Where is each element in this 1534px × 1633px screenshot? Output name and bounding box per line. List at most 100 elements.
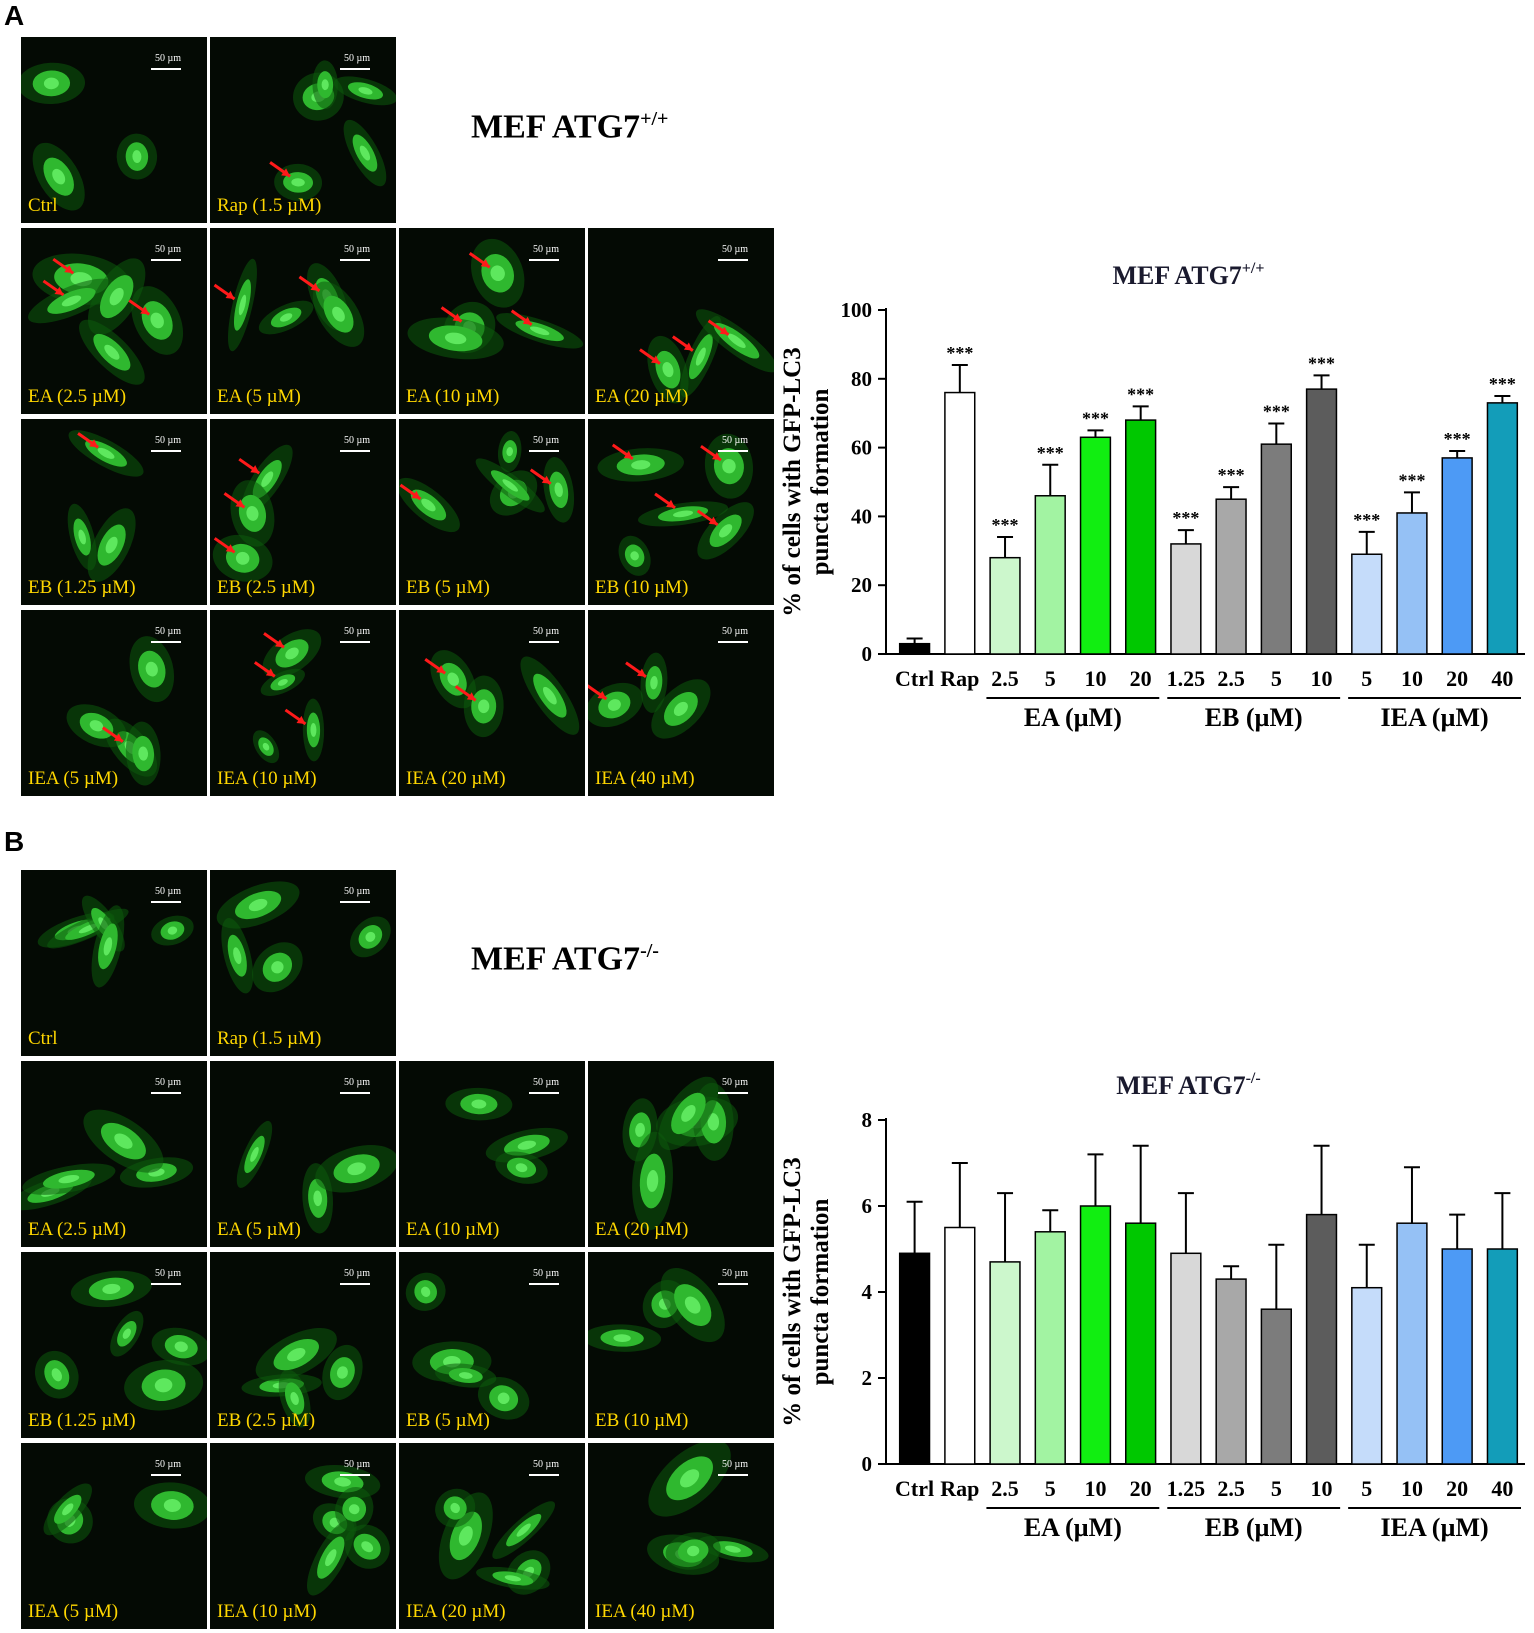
micrograph-tile: 50 µm EB (2.5 µM) [210, 419, 396, 605]
x-tick-label: 20 [1446, 1476, 1468, 1501]
cell-nucleus [102, 1283, 121, 1295]
cell-nucleus [444, 332, 467, 345]
scale-bar-label: 50 µm [721, 1077, 748, 1088]
x-tick-label: 2.5 [991, 666, 1019, 691]
cell-nucleus [235, 551, 250, 565]
chart-title-superscript: +/+ [1242, 260, 1265, 277]
cell-nucleus [684, 1296, 701, 1314]
scale-bar [151, 641, 181, 643]
cell-nucleus [145, 661, 158, 677]
micrograph-tile: 50 µm EA (2.5 µM) [21, 1061, 207, 1247]
significance-label: *** [946, 343, 973, 363]
cell-nucleus [114, 1133, 133, 1149]
scale-bar-label: 50 µm [343, 53, 370, 64]
significance-label: *** [1308, 353, 1335, 373]
micrograph-label: EB (10 µM) [595, 577, 689, 598]
red-arrowhead-icon [235, 499, 245, 508]
scale-bar-label: 50 µm [721, 435, 748, 446]
significance-label: *** [1353, 510, 1380, 530]
scale-bar-label: 50 µm [532, 1459, 559, 1470]
cell-nucleus [727, 333, 746, 349]
red-arrowhead-icon [719, 326, 729, 335]
red-arrowhead-icon [597, 690, 607, 700]
red-arrowhead-icon [140, 306, 150, 315]
micrograph-label: IEA (40 µM) [595, 1601, 695, 1622]
scale-bar-label: 50 µm [154, 435, 181, 446]
bar [1305, 1213, 1338, 1465]
y-tick-label: 80 [851, 367, 872, 391]
bar [944, 1226, 976, 1465]
panel-b-title-sup: -/- [640, 940, 659, 962]
x-tick-label: 5 [1045, 666, 1056, 691]
cell-nucleus [631, 460, 651, 470]
scale-bar-label: 50 µm [343, 1459, 370, 1470]
micrograph-tile: 50 µm EB (10 µM) [588, 419, 774, 605]
scale-bar [718, 450, 748, 452]
cell-nucleus [325, 1549, 337, 1567]
bar [1215, 1278, 1247, 1465]
cell-nucleus [336, 1366, 348, 1379]
cell-nucleus [310, 722, 317, 737]
red-arrowhead-icon [64, 265, 74, 274]
scale-bar [529, 1474, 559, 1476]
scale-bar [529, 259, 559, 261]
scale-bar-label: 50 µm [721, 626, 748, 637]
cell-nucleus [277, 678, 288, 686]
scale-bar-label: 50 µm [343, 435, 370, 446]
scale-bar-label: 50 µm [721, 1459, 748, 1470]
x-tick-label: 2.5 [1217, 1476, 1245, 1501]
x-tick-label: 10 [1401, 666, 1423, 691]
panel-b-micro-title: MEF ATG7-/- [471, 940, 659, 978]
bar [1260, 1308, 1292, 1465]
scale-bar-label: 50 µm [343, 1077, 370, 1088]
micrograph-tile: 50 µm Ctrl [21, 870, 207, 1056]
bar [1125, 419, 1157, 655]
scale-bar-label: 50 µm [721, 244, 748, 255]
x-tick-label: Ctrl [895, 1476, 934, 1501]
scale-bar-label: 50 µm [154, 244, 181, 255]
cell-nucleus [262, 742, 270, 751]
micrograph-label: EA (2.5 µM) [28, 1219, 127, 1240]
cell-nucleus [719, 524, 733, 538]
chart-a: MEF ATG7+/+ 0 20 40 60 80 100 % of cells with G… [779, 260, 1525, 732]
x-tick-label: 2.5 [1217, 666, 1245, 691]
cell-nucleus [506, 446, 513, 457]
scale-bar [151, 1474, 181, 1476]
scale-bar [340, 1283, 370, 1285]
micrograph-label: EA (10 µM) [406, 1219, 500, 1240]
cell-nucleus [421, 498, 436, 512]
cell-nucleus [515, 1163, 528, 1173]
cell-nucleus [613, 1334, 631, 1342]
micrograph-tile: 50 µm IEA (40 µM) [588, 1443, 774, 1629]
scale-bar [340, 641, 370, 643]
bar [1260, 443, 1292, 655]
red-arrowhead-icon [452, 313, 462, 322]
red-arrowhead-icon [250, 465, 260, 474]
bar [1486, 1248, 1519, 1465]
cell-nucleus [348, 1504, 360, 1515]
y-tick-label: 4 [862, 1280, 873, 1304]
group-label: EB (µM) [1205, 1513, 1303, 1542]
red-arrowhead-icon [310, 282, 320, 291]
cell-nucleus [154, 1378, 173, 1393]
micrograph-tile: 50 µm Ctrl [21, 37, 207, 223]
micrograph-tile: 50 µm EA (10 µM) [399, 228, 585, 414]
cell-nucleus [646, 1170, 659, 1192]
scale-bar-label: 50 µm [154, 53, 181, 64]
scale-bar [529, 450, 559, 452]
x-tick-label: 1.25 [1167, 1476, 1206, 1501]
bar [1034, 495, 1066, 655]
bar [898, 642, 931, 655]
cell-nucleus [89, 720, 104, 732]
cell-nucleus [271, 961, 284, 974]
micrograph-tile: 50 µm IEA (20 µM) [399, 1443, 585, 1629]
x-tick-label: 1.25 [1167, 666, 1206, 691]
cell-nucleus [280, 313, 293, 322]
bar [1351, 1286, 1383, 1465]
x-tick-label: 10 [1084, 1476, 1106, 1501]
x-tick-label: 2.5 [991, 1476, 1019, 1501]
x-tick-label: 5 [1361, 666, 1372, 691]
red-arrowhead-icon [683, 342, 693, 351]
y-tick-label: 8 [862, 1108, 873, 1132]
red-arrowhead-icon [651, 355, 660, 364]
